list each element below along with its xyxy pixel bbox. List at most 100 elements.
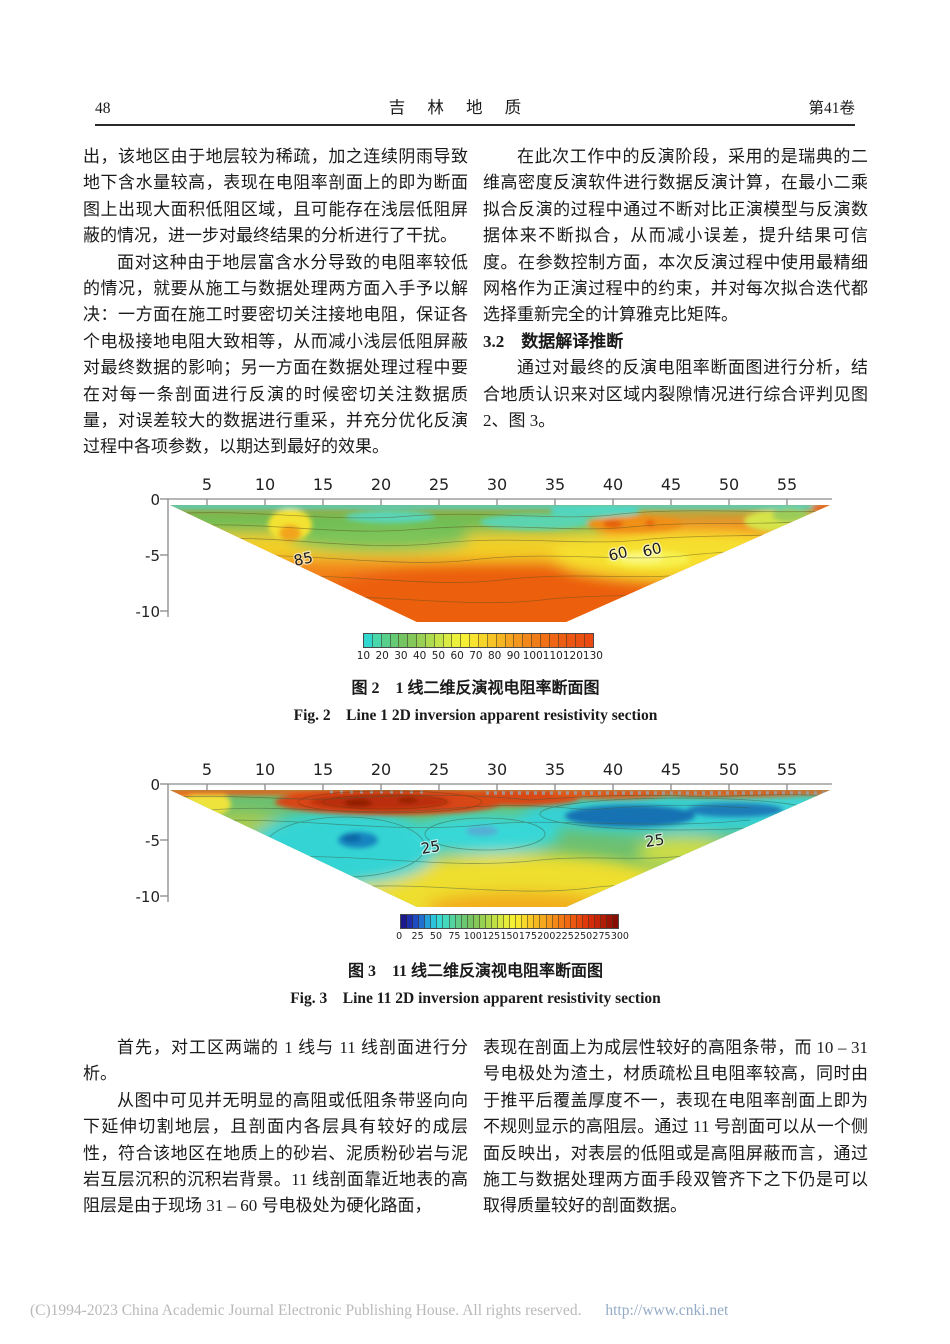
bottom-text-columns: 首先，对工区两端的 1 线与 11 线剖面进行分析。 从图中可见并无明显的高阻或… [83, 1035, 868, 1220]
colorbar-tick-label: 175 [518, 930, 537, 942]
colorbar-cell [470, 633, 479, 647]
colorbar-cell [585, 633, 593, 647]
x-tick-label: 50 [718, 759, 740, 779]
x-tick-label: 30 [486, 759, 508, 779]
colorbar-tick-label: 300 [610, 930, 629, 942]
colorbar-cell [467, 914, 474, 928]
figure-2-caption: 图 2 1 线二维反演视电阻率断面图 Fig. 2 Line 1 2D inve… [83, 674, 868, 725]
x-tick-label: 20 [370, 759, 392, 779]
y-tick-label: -5 [145, 831, 160, 850]
left-column-top: 出，该地区由于地层较为稀疏，加之连续阴雨导致地下含水量较高，表现在电阻率剖面上的… [83, 144, 468, 461]
colorbar-cell [487, 633, 497, 647]
colorbar-cell [390, 633, 400, 647]
paragraph: 表现在剖面上为成层性较好的高阻条带，而 10 – 31 号电极处为渣土，材质疏松… [483, 1037, 868, 1216]
colorbar-cell [449, 914, 456, 928]
left-column-bottom: 首先，对工区两端的 1 线与 11 线剖面进行分析。 从图中可见并无明显的高阻或… [83, 1035, 468, 1220]
colorbar-cell [455, 914, 462, 928]
figure-2-canvas: 5 10 15 20 25 30 35 40 45 50 55 0 -5 -10 [90, 467, 850, 665]
colorbar-cell [595, 914, 602, 928]
figure-2-caption-zh: 图 2 1 线二维反演视电阻率断面图 [351, 679, 600, 697]
colorbar-cell [419, 914, 426, 928]
colorbar-cell [522, 914, 529, 928]
x-tick-label: 15 [312, 474, 334, 494]
x-tick-label: 25 [428, 474, 450, 494]
x-tick-label: 40 [602, 474, 624, 494]
paragraph: 出，该地区由于地层较为稀疏，加之连续阴雨导致地下含水量较高，表现在电阻率剖面上的… [83, 147, 468, 246]
paragraph: 从图中可见并无明显的高阻或低阻条带竖向向下延伸切割地层，且剖面内各层具有较好的成… [83, 1090, 468, 1216]
colorbar-tick-label: 130 [582, 649, 603, 662]
colorbar-cell [505, 633, 515, 647]
colorbar-cell [491, 914, 498, 928]
colorbar-cell [532, 633, 541, 647]
colorbar-tick-label: 110 [542, 649, 563, 662]
right-column-top: 在此次工作中的反演阶段，采用的是瑞典的二维高密度反演软件进行数据反演计算，在最小… [483, 144, 868, 461]
colorbar-cell [413, 914, 420, 928]
volume-label: 第41卷 [808, 100, 855, 117]
colorbar-tick-label: 120 [562, 649, 583, 662]
x-tick-label: 35 [544, 759, 566, 779]
x-tick-label: 5 [201, 759, 213, 779]
surface-rubble-speckles [330, 790, 828, 795]
colorbar-cell [401, 914, 408, 928]
cnki-footer: (C)1994-2023 China Academic Journal Elec… [30, 1302, 728, 1320]
colorbar-tick-label: 90 [506, 649, 521, 662]
colorbar-tick-label: 80 [487, 649, 502, 662]
colorbar-cell [443, 914, 450, 928]
colorbar-tick-label: 225 [555, 930, 574, 942]
paragraph: 通过对最终的反演电阻率断面图进行分析，结合地质认识来对区域内裂隙情况进行综合评判… [483, 358, 868, 431]
x-tick-label: 30 [486, 474, 508, 494]
axes [160, 783, 832, 902]
colorbar-cell [498, 914, 505, 928]
contour-label: 25 [420, 837, 442, 858]
colorbar-cell [607, 914, 614, 928]
figure-2-colorbar-labels: 10 20 30 40 50 60 70 80 90 100 110 120 130 [354, 650, 603, 662]
colorbar-cell [473, 914, 480, 928]
x-tick-label: 55 [776, 474, 798, 494]
colorbar-tick-label: 25 [411, 930, 424, 942]
figure-2-caption-en: Fig. 2 Line 1 2D inversion apparent resi… [293, 706, 658, 724]
colorbar-cell [399, 633, 409, 647]
x-tick-label: 55 [776, 759, 798, 779]
colorbar-cell [549, 633, 559, 647]
colorbar-cell [452, 633, 462, 647]
colorbar-cell [461, 914, 468, 928]
colorbar-tick-label: 70 [469, 649, 483, 662]
colorbar-cell [558, 633, 568, 647]
colorbar-tick-label: 10 [356, 649, 371, 662]
copyright-text: (C)1994-2023 China Academic Journal Elec… [30, 1302, 582, 1319]
paragraph: 面对这种由于地层富含水分导致的电阻率较低的情况，就要从施工与数据处理两方面入手予… [83, 252, 468, 457]
x-tick-label: 40 [602, 759, 624, 779]
colorbar-cell [534, 914, 541, 928]
y-tick-label: -10 [135, 602, 161, 621]
colorbar-tick-label: 275 [592, 930, 611, 942]
colorbar-cell [516, 914, 523, 928]
cnki-url: http://www.cnki.net [605, 1302, 729, 1319]
colorbar-cell [523, 633, 533, 647]
colorbar-cell [417, 633, 426, 647]
colorbar-cell [437, 914, 444, 928]
right-column-bottom: 表现在剖面上为成层性较好的高阻条带，而 10 – 31 号电极处为渣土，材质疏松… [483, 1035, 868, 1220]
colorbar-tick-label: 150 [500, 930, 519, 942]
colorbar-tick-label: 50 [429, 930, 443, 942]
section-fill [170, 504, 830, 622]
figure-3-caption-en: Fig. 3 Line 11 2D inversion apparent res… [290, 989, 661, 1007]
colorbar-cell [514, 633, 524, 647]
colorbar-cell [540, 914, 547, 928]
y-tick-label: 0 [150, 775, 160, 794]
figure-3-caption-zh: 图 3 11 线二维反演视电阻率断面图 [347, 962, 604, 980]
colorbar-tick-label: 50 [431, 649, 446, 662]
colorbar-cell [558, 914, 565, 928]
colorbar-cell [408, 633, 418, 647]
paragraph: 在此次工作中的反演阶段，采用的是瑞典的二维高密度反演软件进行数据反演计算，在最小… [483, 147, 868, 325]
x-tick-label: 45 [660, 759, 682, 779]
top-text-columns: 出，该地区由于地层较为稀疏，加之连续阴雨导致地下含水量较高，表现在电阻率剖面上的… [83, 144, 868, 461]
figure-3-canvas: 5 10 15 20 25 30 35 40 45 50 55 0 -5 -10 [90, 752, 850, 948]
colorbar-cell [540, 633, 550, 647]
colorbar-cell [528, 914, 535, 928]
resistivity-section-line1: 85 60 60 [160, 498, 832, 622]
figure-2-colorbar [363, 632, 594, 648]
colorbar-cell [510, 914, 517, 928]
resistivity-section-line11: 25 25 [160, 783, 832, 907]
colorbar-tick-label: 75 [448, 930, 461, 942]
colorbar-cell [381, 633, 391, 647]
